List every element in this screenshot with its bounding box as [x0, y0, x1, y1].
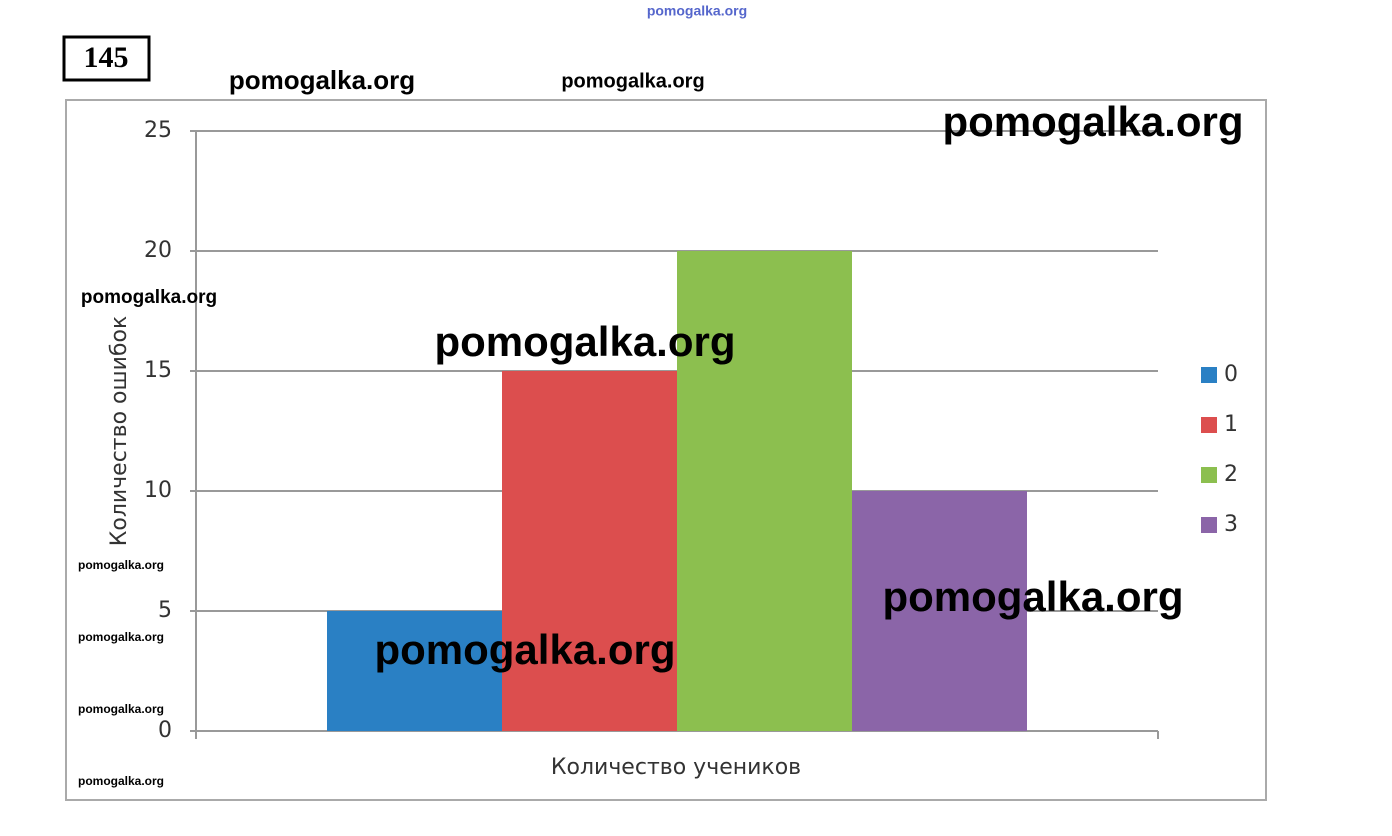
- bar: [852, 491, 1027, 731]
- watermark: pomogalka.org: [647, 3, 747, 19]
- y-tick-label: 15: [144, 358, 172, 383]
- y-tick-label: 25: [144, 118, 172, 143]
- watermark: pomogalka.org: [78, 630, 164, 644]
- watermark: pomogalka.org: [78, 774, 164, 788]
- legend-swatch: [1201, 367, 1217, 383]
- y-axis-label: Количество ошибок: [107, 316, 132, 547]
- watermark: pomogalka.org: [374, 626, 675, 673]
- legend-label: 0: [1224, 362, 1238, 387]
- y-tick-label: 5: [158, 598, 172, 623]
- x-axis-label: Количество учеников: [551, 755, 801, 780]
- legend-swatch: [1201, 517, 1217, 533]
- problem-number: 145: [84, 41, 129, 74]
- y-tick-label: 10: [144, 478, 172, 503]
- watermark: pomogalka.org: [78, 702, 164, 716]
- legend-label: 3: [1224, 512, 1238, 537]
- watermark: pomogalka.org: [942, 98, 1243, 145]
- y-tick-label: 20: [144, 238, 172, 263]
- bar: [677, 251, 852, 731]
- problem-box: [62, 35, 151, 82]
- legend-swatch: [1201, 417, 1217, 433]
- watermark: pomogalka.org: [78, 558, 164, 572]
- watermark: pomogalka.org: [229, 65, 415, 95]
- watermark: pomogalka.org: [561, 70, 704, 92]
- legend-swatch: [1201, 467, 1217, 483]
- watermark: pomogalka.org: [882, 573, 1183, 620]
- watermark: pomogalka.org: [81, 287, 217, 308]
- bar: [502, 371, 677, 731]
- legend-label: 1: [1224, 412, 1238, 437]
- legend-label: 2: [1224, 462, 1238, 487]
- watermark: pomogalka.org: [434, 318, 735, 365]
- bar: [327, 611, 502, 731]
- y-tick-label: 0: [158, 718, 172, 743]
